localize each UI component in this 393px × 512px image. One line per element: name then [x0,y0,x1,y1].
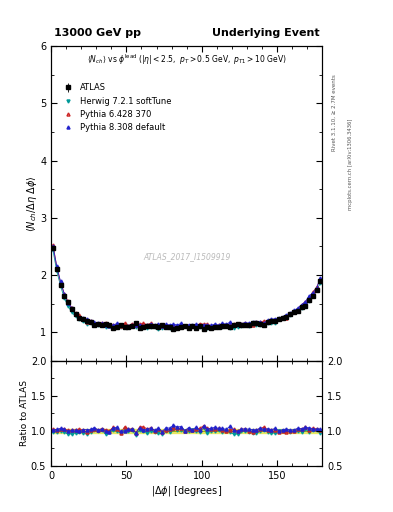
Pythia 6.428 370 [51,242,55,248]
Pythia 6.428 370 [318,276,323,282]
Text: mcplots.cern.ch [arXiv:1306.3436]: mcplots.cern.ch [arXiv:1306.3436] [348,118,353,209]
Line: Herwig 7.2.1 softTune: Herwig 7.2.1 softTune [51,249,322,330]
Line: Pythia 8.308 default: Pythia 8.308 default [51,245,322,328]
Pythia 8.308 default [88,317,93,324]
Herwig 7.2.1 softTune [88,321,93,327]
Pythia 6.428 370 [88,318,93,324]
Text: Rivet 3.1.10, ≥ 2.7M events: Rivet 3.1.10, ≥ 2.7M events [332,74,337,151]
Herwig 7.2.1 softTune [141,324,146,330]
Y-axis label: $\langle N_{ch}/ \Delta\eta\ \Delta\phi\rangle$: $\langle N_{ch}/ \Delta\eta\ \Delta\phi\… [25,175,39,232]
Pythia 6.428 370 [118,324,123,330]
Herwig 7.2.1 softTune [205,325,210,331]
Text: $\langle N_{ch}\rangle$ vs $\phi^{\mathrm{lead}}$ ($|\eta| < 2.5,\ p_T > 0.5\ \m: $\langle N_{ch}\rangle$ vs $\phi^{\mathr… [86,52,287,67]
Text: Underlying Event: Underlying Event [212,28,320,38]
Herwig 7.2.1 softTune [115,323,119,329]
Pythia 8.308 default [235,322,240,328]
Pythia 6.428 370 [145,322,149,328]
Herwig 7.2.1 softTune [224,323,229,329]
Pythia 6.428 370 [205,321,210,327]
X-axis label: $|\Delta\phi|$ [degrees]: $|\Delta\phi|$ [degrees] [151,483,222,498]
Pythia 6.428 370 [235,321,240,327]
Legend: ATLAS, Herwig 7.2.1 softTune, Pythia 6.428 370, Pythia 8.308 default: ATLAS, Herwig 7.2.1 softTune, Pythia 6.4… [58,82,173,134]
Pythia 8.308 default [122,324,127,330]
Pythia 8.308 default [224,321,229,327]
Pythia 8.308 default [318,274,323,281]
Pythia 8.308 default [205,322,210,328]
Pythia 8.308 default [145,322,149,328]
Pythia 8.308 default [115,320,119,326]
Pythia 8.308 default [51,243,55,249]
Pythia 6.428 370 [224,323,229,329]
Text: ATLAS_2017_I1509919: ATLAS_2017_I1509919 [143,252,230,262]
Herwig 7.2.1 softTune [235,324,240,330]
Pythia 6.428 370 [115,322,119,328]
Line: Pythia 6.428 370: Pythia 6.428 370 [51,243,322,328]
Herwig 7.2.1 softTune [318,281,323,287]
Text: 13000 GeV pp: 13000 GeV pp [54,28,141,38]
Herwig 7.2.1 softTune [156,326,161,332]
Y-axis label: Ratio to ATLAS: Ratio to ATLAS [20,380,29,446]
Herwig 7.2.1 softTune [51,247,55,253]
